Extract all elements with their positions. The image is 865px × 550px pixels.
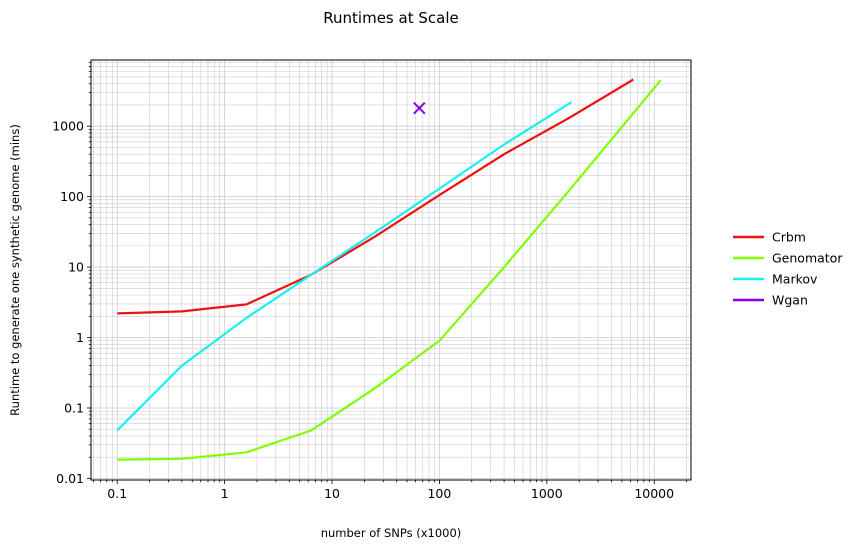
y-tick-label: 0.1 <box>64 400 84 415</box>
y-tick-label: 1000 <box>52 119 84 134</box>
plot-frame <box>90 59 692 481</box>
legend-label-genomator: Genomator <box>772 251 843 266</box>
x-tick-label: 0.1 <box>107 486 127 501</box>
legend: Crbm Genomator Markov Wgan <box>733 230 843 308</box>
legend-label-markov: Markov <box>772 272 818 287</box>
chart-title: Runtimes at Scale <box>323 9 458 27</box>
y-axis-label: Runtime to generate one synthetic genome… <box>8 124 22 416</box>
y-tick-label: 0.01 <box>56 471 84 486</box>
legend-item-genomator: Genomator <box>733 251 843 266</box>
series-crbm-line <box>117 78 634 315</box>
x-tick-label: 1 <box>221 486 229 501</box>
y-tick-label: 100 <box>60 189 84 204</box>
series-genomator-line <box>117 79 662 461</box>
x-tick-label: 100 <box>427 486 451 501</box>
legend-item-crbm: Crbm <box>733 230 806 245</box>
y-tick-label: 10 <box>68 260 84 275</box>
x-axis: 0.1 1 10 100 1000 10000 <box>92 480 687 501</box>
legend-item-wgan: Wgan <box>733 293 808 308</box>
plot-lines <box>116 78 662 461</box>
y-axis: 0.01 0.1 1 10 100 1000 <box>52 62 91 486</box>
x-tick-label: 1000 <box>531 486 563 501</box>
marker-stroke <box>413 101 426 115</box>
grid <box>91 60 691 480</box>
legend-label-wgan: Wgan <box>772 293 808 308</box>
series-markov-line <box>116 101 573 432</box>
y-tick-label: 1 <box>76 330 84 345</box>
legend-item-markov: Markov <box>733 272 818 287</box>
legend-label-crbm: Crbm <box>772 230 806 245</box>
series-wgan-marker <box>413 101 426 115</box>
x-tick-label: 10 <box>324 486 340 501</box>
x-tick-label: 10000 <box>634 486 674 501</box>
x-axis-label: number of SNPs (x1000) <box>321 526 462 540</box>
